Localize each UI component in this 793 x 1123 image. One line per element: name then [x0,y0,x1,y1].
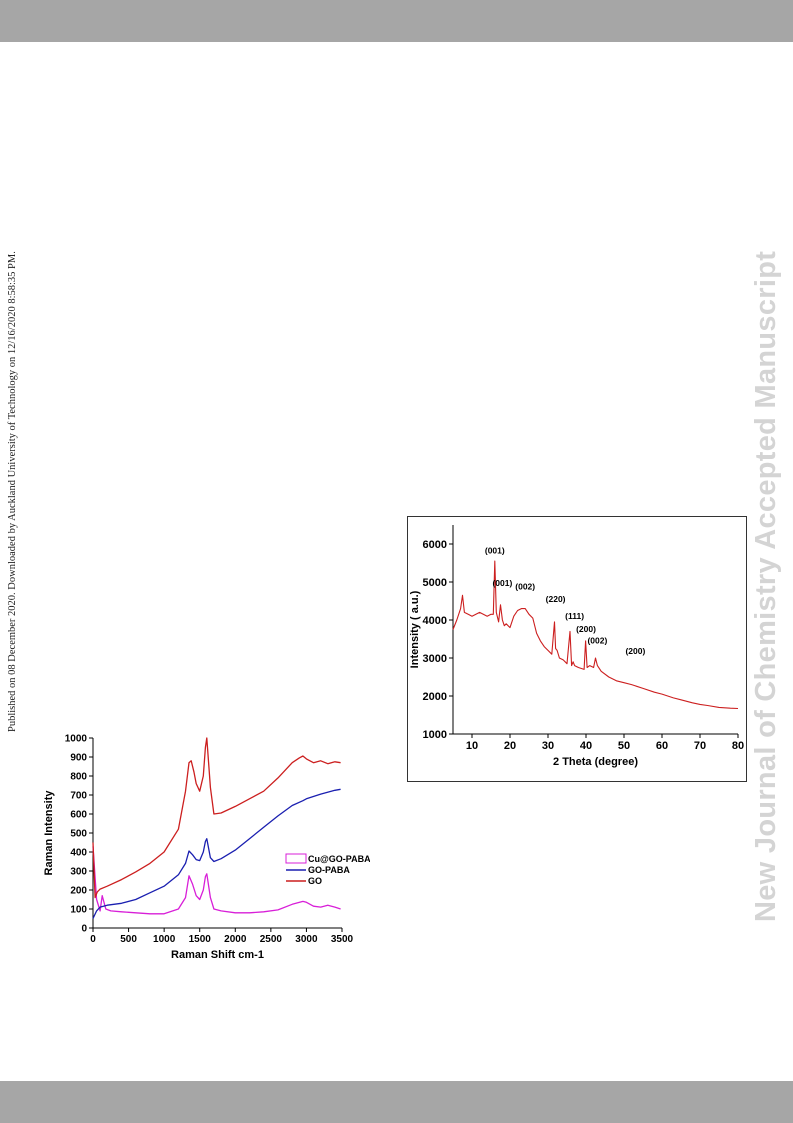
y-tick-label: 1000 [423,729,447,741]
y-axis-label: Intensity ( a.u.) [409,590,421,668]
series-line-0 [452,560,739,710]
x-tick-label: 70 [694,740,706,752]
y-tick-label: 400 [70,848,87,859]
peak-annotation: (220) [546,594,566,604]
y-tick-label: 5000 [423,577,447,589]
y-tick-label: 900 [70,753,87,764]
x-tick-label: 1500 [189,934,212,945]
peak-annotation: (001) [492,578,512,588]
xrd-pattern-figure: 10 20 30 40 50 60 70 80 1000 2000 3000 4000 5000 6000… [407,516,747,782]
series-line-cu-go-paba [92,846,341,915]
y-tick-label: 4000 [423,615,447,627]
legend-label: GO [308,876,322,886]
peak-annotation: (111) [565,611,584,621]
y-tick-label: 700 [70,791,87,802]
y-tick-label: 800 [70,772,87,783]
legend-label: GO-PABA [308,865,350,875]
published-note-text: Published on 08 December 2020. Downloade… [7,251,18,732]
peak-annotation: (001) [485,546,505,556]
peak-annotation: (002) [515,582,535,592]
y-tick-label: 500 [70,829,87,840]
y-tick-label: 6000 [423,539,447,551]
y-axis-label: Raman Intensity [43,790,55,876]
series-line-go [92,737,341,899]
y-tick-label: 100 [70,905,87,916]
x-tick-label: 20 [504,740,516,752]
series-line-go-paba [92,788,341,919]
y-tick-label: 600 [70,810,87,821]
y-tick-label: 200 [70,886,87,897]
x-axis-label: 2 Theta (degree) [553,756,638,768]
bottom-band [0,1081,793,1123]
journal-watermark: New Journal of Chemistry Accepted Manusc… [748,190,788,925]
legend-label: Cu@GO-PABA [308,854,370,864]
x-tick-label: 50 [618,740,630,752]
y-tick-label: 1000 [65,734,88,745]
x-tick-label: 3500 [331,934,354,945]
x-tick-label: 2000 [224,934,247,945]
peak-annotation: (200) [625,646,645,656]
x-tick-label: 2500 [260,934,283,945]
peak-annotation: (002) [587,636,607,646]
x-tick-label: 1000 [153,934,176,945]
y-tick-label: 3000 [423,653,447,665]
x-tick-label: 30 [542,740,554,752]
x-tick-label: 0 [90,934,96,945]
x-tick-label: 80 [732,740,744,752]
raman-chart: 0 500 1000 1500 2000 2500 3000 3500 0 100 200 300 40… [43,734,371,962]
x-tick-label: 3000 [295,934,318,945]
raman-spectrum-figure: 0 500 1000 1500 2000 2500 3000 3500 0 100 200 300 40… [40,728,371,978]
x-axis-label: Raman Shift cm-1 [171,949,264,961]
published-note: Published on 08 December 2020. Downloade… [3,240,23,732]
x-tick-label: 60 [656,740,668,752]
y-tick-label: 300 [70,867,87,878]
legend-swatch [285,853,307,864]
journal-watermark-text: New Journal of Chemistry Accepted Manusc… [750,250,782,922]
x-tick-label: 500 [120,934,137,945]
top-band [0,0,793,42]
y-tick-label: 0 [81,924,87,935]
y-tick-label: 2000 [423,691,447,703]
peak-annotation: (200) [576,624,596,634]
x-tick-label: 40 [580,740,592,752]
x-tick-label: 10 [466,740,478,752]
xrd-chart: 10 20 30 40 50 60 70 80 1000 2000 3000 4000 5000 6000… [409,525,744,768]
